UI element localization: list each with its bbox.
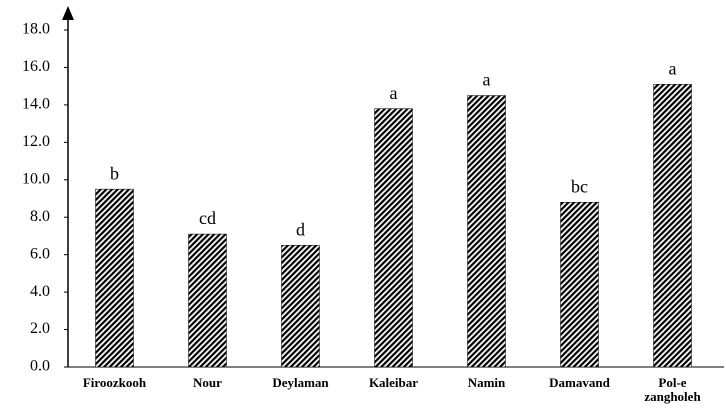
y-tick-label: 6.0 xyxy=(30,245,50,262)
bar xyxy=(653,84,692,368)
bar xyxy=(560,201,599,368)
x-tick-label: Namin xyxy=(467,375,506,390)
bar xyxy=(281,245,320,368)
y-tick-label: 14.0 xyxy=(22,96,50,113)
bar xyxy=(95,188,134,368)
bar-annotation: a xyxy=(390,83,398,103)
x-tick-label: Deylaman xyxy=(272,375,329,390)
y-tick-label: 0.0 xyxy=(30,358,50,375)
x-tick-label: Firoozkooh xyxy=(82,375,147,390)
y-tick-label: 10.0 xyxy=(22,170,50,187)
bar xyxy=(467,95,506,368)
y-tick-label: 2.0 xyxy=(30,320,50,337)
bar-annotation: b xyxy=(110,163,119,183)
bar-annotation: d xyxy=(296,219,305,239)
x-tick-label: Kaleibar xyxy=(368,375,419,390)
x-tick-label: Damavand xyxy=(549,375,610,390)
y-axis-arrow xyxy=(62,6,74,20)
bar xyxy=(188,233,227,368)
bar-annotation: bc xyxy=(571,176,588,196)
y-tick-label: 12.0 xyxy=(22,133,50,150)
y-tick-label: 16.0 xyxy=(22,58,50,75)
y-tick-label: 18.0 xyxy=(22,21,50,38)
bar-annotation: cd xyxy=(199,208,216,228)
bar-annotation: a xyxy=(669,58,677,78)
y-tick-label: 4.0 xyxy=(30,283,50,300)
bar-annotation: a xyxy=(483,70,491,90)
x-tick-label: Nour xyxy=(193,375,222,390)
x-tick-label: Pol-e zangholeh xyxy=(644,375,701,404)
y-tick-label: 8.0 xyxy=(30,208,50,225)
bar xyxy=(374,108,413,368)
